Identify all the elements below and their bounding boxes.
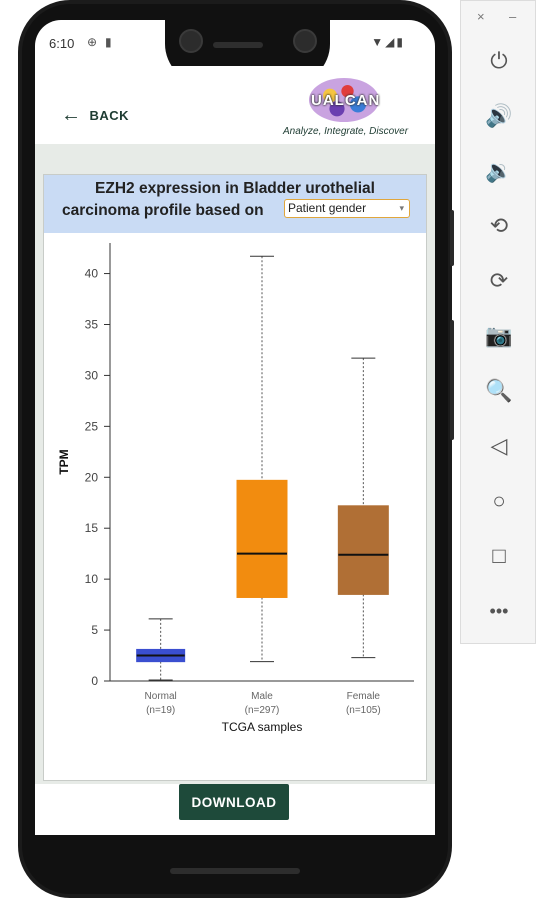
minimize-icon[interactable]: – <box>509 9 517 24</box>
y-tick-label: 40 <box>85 267 99 281</box>
settings-icon: ⊕ <box>87 35 98 49</box>
home-indicator <box>170 868 300 874</box>
x-tick-count: (n=297) <box>245 705 280 716</box>
x-tick-label: Normal <box>145 691 177 702</box>
power-icon[interactable]: ⏻ <box>490 48 508 73</box>
wifi-icon: ▼ <box>371 35 386 49</box>
boxes <box>136 255 389 681</box>
logo-text: UALCAN <box>311 92 381 109</box>
card-header: EZH2 expression in Bladder urothelial ca… <box>44 175 426 233</box>
ualcan-logo: UALCAN Analyze, Integrate, Discover <box>283 76 423 142</box>
y-tick-label: 5 <box>91 623 98 637</box>
box-female <box>337 357 389 659</box>
x-tick-count: (n=105) <box>346 705 381 716</box>
status-right-icons: ▼◢▮ <box>371 35 405 49</box>
y-tick-label: 15 <box>85 521 99 535</box>
phone-side-button-power <box>450 210 454 266</box>
gender-select[interactable]: Patient gender ▾ <box>284 199 410 218</box>
y-ticks: 0 5 10 15 20 25 30 35 40 <box>85 267 110 688</box>
zoom-icon[interactable]: 🔍 <box>485 378 513 403</box>
box-male <box>236 255 288 663</box>
app-bar: ← BACK UALCAN Analyze, Integrate, Discov… <box>35 66 435 144</box>
chevron-down-icon: ▾ <box>399 203 404 213</box>
x-ticks: Normal (n=19) Male (n=297) Female (n=105) <box>145 691 381 716</box>
y-tick-label: 35 <box>85 317 99 331</box>
toolbar-window-controls: × – <box>461 9 536 29</box>
battery-icon: ▮ <box>396 35 405 49</box>
status-time: 6:10 <box>49 36 75 51</box>
box-iqr <box>337 505 389 595</box>
back-label: BACK <box>89 108 130 123</box>
rotate-right-icon[interactable]: ⟳ <box>489 268 509 293</box>
y-tick-label: 20 <box>85 470 99 484</box>
content-area: EZH2 expression in Bladder urothelial ca… <box>35 144 435 784</box>
box-normal <box>136 618 186 681</box>
arrow-left-icon: ← <box>61 104 82 126</box>
logo-tagline: Analyze, Integrate, Discover <box>283 126 409 137</box>
y-tick-label: 10 <box>85 572 99 586</box>
home-icon[interactable]: ○ <box>492 488 506 513</box>
status-bar: 6:10 ⊕ ▮ ▼◢▮ <box>35 20 435 66</box>
volume-down-icon[interactable]: 🔉 <box>485 158 513 183</box>
signal-icon: ◢ <box>385 35 397 49</box>
x-axis-label: TCGA samples <box>222 720 303 734</box>
y-axis-label: TPM <box>57 449 71 474</box>
close-icon[interactable]: × <box>477 9 485 24</box>
front-camera-right <box>293 29 317 53</box>
sim-icon: ▮ <box>105 35 112 49</box>
card-title-line2: carcinoma profile based on <box>62 202 264 219</box>
screen-bottom-bar <box>35 835 435 857</box>
x-tick-label: Female <box>347 691 381 702</box>
back-button[interactable]: ← BACK <box>61 104 129 127</box>
card-title-line1: EZH2 expression in Bladder urothelial <box>95 180 375 197</box>
select-value: Patient gender <box>288 201 367 215</box>
back-icon[interactable]: ◁ <box>490 433 508 458</box>
y-tick-label: 0 <box>91 674 98 688</box>
x-tick-label: Male <box>251 691 273 702</box>
phone-side-button-volume <box>450 320 454 440</box>
overview-icon[interactable]: □ <box>492 543 506 568</box>
more-icon[interactable]: ••• <box>489 600 509 621</box>
y-tick-label: 30 <box>85 368 99 382</box>
camera-icon[interactable]: 📷 <box>485 323 513 348</box>
earpiece-speaker <box>213 42 263 48</box>
footer: DOWNLOAD <box>35 784 435 835</box>
download-button[interactable]: DOWNLOAD <box>179 784 289 820</box>
boxplot-chart: 0 5 10 15 20 25 30 35 40 Normal (n=19) Male (n=297)… <box>57 243 414 734</box>
x-tick-count: (n=19) <box>146 705 175 716</box>
box-iqr <box>236 479 288 598</box>
y-tick-label: 25 <box>85 419 99 433</box>
volume-up-icon[interactable]: 🔊 <box>485 103 513 128</box>
logo-badge <box>309 78 379 122</box>
rotate-left-icon[interactable]: ⟲ <box>489 213 509 238</box>
emulator-toolbar: × – ⏻ 🔊 🔉 ⟲ ⟳ 📷 🔍 ◁ ○ □ ••• <box>460 0 536 644</box>
device-screen: 6:10 ⊕ ▮ ▼◢▮ ← BACK UALCAN Analyze, Inte… <box>35 20 435 835</box>
front-camera-left <box>179 29 203 53</box>
expression-card: EZH2 expression in Bladder urothelial ca… <box>43 174 427 781</box>
